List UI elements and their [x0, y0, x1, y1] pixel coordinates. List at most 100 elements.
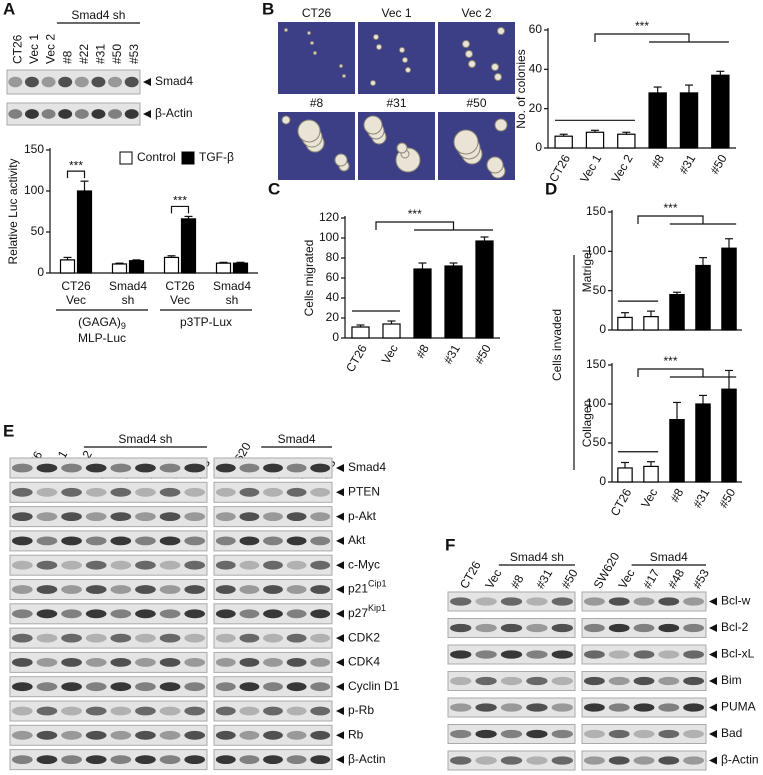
blot-band	[215, 585, 236, 594]
blot-band	[239, 536, 260, 546]
blot-band	[61, 682, 82, 692]
row-label-sup: Kip1	[368, 603, 386, 613]
blot-band	[683, 703, 705, 712]
blot-band	[85, 487, 107, 497]
y-tick-label: 150	[586, 357, 606, 371]
row-label: PTEN	[348, 484, 380, 498]
blot-band	[135, 536, 156, 546]
row-label: p21Cip1	[348, 579, 387, 596]
bar	[711, 74, 730, 149]
row-label: Smad4	[348, 460, 386, 474]
blot-band	[159, 682, 181, 692]
blot-band	[110, 536, 132, 546]
blot-strip	[581, 618, 707, 638]
blot-band	[184, 706, 206, 716]
colony	[307, 31, 311, 35]
lane-label: #31	[94, 44, 108, 64]
blot-band	[58, 76, 73, 88]
blot-band	[683, 756, 705, 765]
blot-band	[85, 463, 107, 473]
colony	[313, 51, 317, 55]
blot-strip	[9, 651, 208, 673]
row-label: c-Myc	[348, 557, 380, 571]
significance-label: ***	[663, 201, 677, 215]
blot-band	[110, 633, 132, 643]
blot-band	[24, 76, 39, 88]
blot-band	[239, 512, 260, 521]
row-label: CDK4	[348, 655, 380, 669]
blot-band	[310, 560, 331, 570]
arrow	[143, 110, 151, 118]
blot-band	[135, 706, 156, 716]
row-label: β-Actin	[721, 753, 759, 767]
y-tick-label: 100	[319, 230, 339, 244]
bar	[617, 467, 633, 483]
x-tick-label: #31	[441, 342, 463, 367]
blot-band	[215, 487, 236, 497]
blot-band	[263, 585, 283, 594]
arrow	[336, 755, 344, 764]
bar	[351, 326, 370, 339]
blot-strip	[581, 591, 707, 612]
lane-label: #31	[533, 566, 555, 591]
lane-label: Vec 1	[27, 34, 41, 64]
x-tick-label: #31	[690, 486, 712, 511]
blot-band	[61, 633, 82, 643]
blot-band	[159, 609, 181, 619]
blot-band	[310, 487, 331, 497]
y-tick-label: 0	[599, 474, 606, 488]
blot-band	[61, 560, 82, 570]
row-label: CDK2	[348, 630, 380, 644]
blot-band	[658, 729, 680, 739]
blot-band	[286, 560, 307, 570]
y-axis-label: No. of colonies	[514, 49, 528, 128]
blot-strip	[447, 724, 576, 744]
image-label: #50	[466, 96, 486, 110]
group-label: Smad4	[278, 432, 316, 446]
blot-band	[475, 703, 497, 712]
row-label: Bim	[721, 673, 742, 687]
y-tick-label: 100	[586, 244, 606, 258]
image-label: #31	[386, 96, 406, 110]
blot-band	[61, 536, 82, 546]
blot-band	[526, 756, 548, 765]
blot-band	[135, 463, 156, 473]
blot-band	[135, 730, 156, 740]
blot-band	[124, 76, 139, 88]
blot-band	[450, 597, 472, 606]
blot-strip	[447, 671, 576, 691]
blot-strip	[213, 651, 333, 673]
blot-band	[239, 658, 260, 667]
blot-band	[135, 512, 156, 521]
blot-band	[184, 585, 206, 594]
blot-band	[633, 623, 655, 633]
blot-band	[450, 676, 472, 686]
significance-bracket	[637, 368, 704, 377]
blot-band	[608, 597, 630, 606]
lane-label: CT26	[457, 558, 484, 591]
blot-band	[310, 585, 331, 594]
blot-band	[526, 650, 548, 659]
lane-label: Vec	[482, 567, 504, 591]
blot-band	[184, 463, 206, 473]
blot-band	[74, 109, 89, 119]
bar	[232, 262, 249, 274]
bar	[695, 264, 711, 331]
row-label: Bcl-xL	[721, 647, 755, 661]
blot-band	[683, 676, 705, 686]
blot-band	[475, 676, 497, 686]
bar	[648, 92, 667, 149]
blot-band	[36, 682, 58, 692]
arrow	[709, 703, 717, 712]
x-tick-label: Vec	[638, 486, 660, 510]
blot-band	[310, 512, 331, 521]
blot-band	[36, 706, 58, 716]
blot-band	[583, 703, 605, 712]
lane-label: #22	[77, 44, 91, 64]
blot-band	[310, 658, 331, 667]
blot-band	[450, 623, 472, 633]
blot-band	[110, 706, 132, 716]
blot-band	[135, 560, 156, 570]
significance-label: ***	[663, 354, 677, 368]
x-tick-label: Vec	[66, 293, 86, 307]
